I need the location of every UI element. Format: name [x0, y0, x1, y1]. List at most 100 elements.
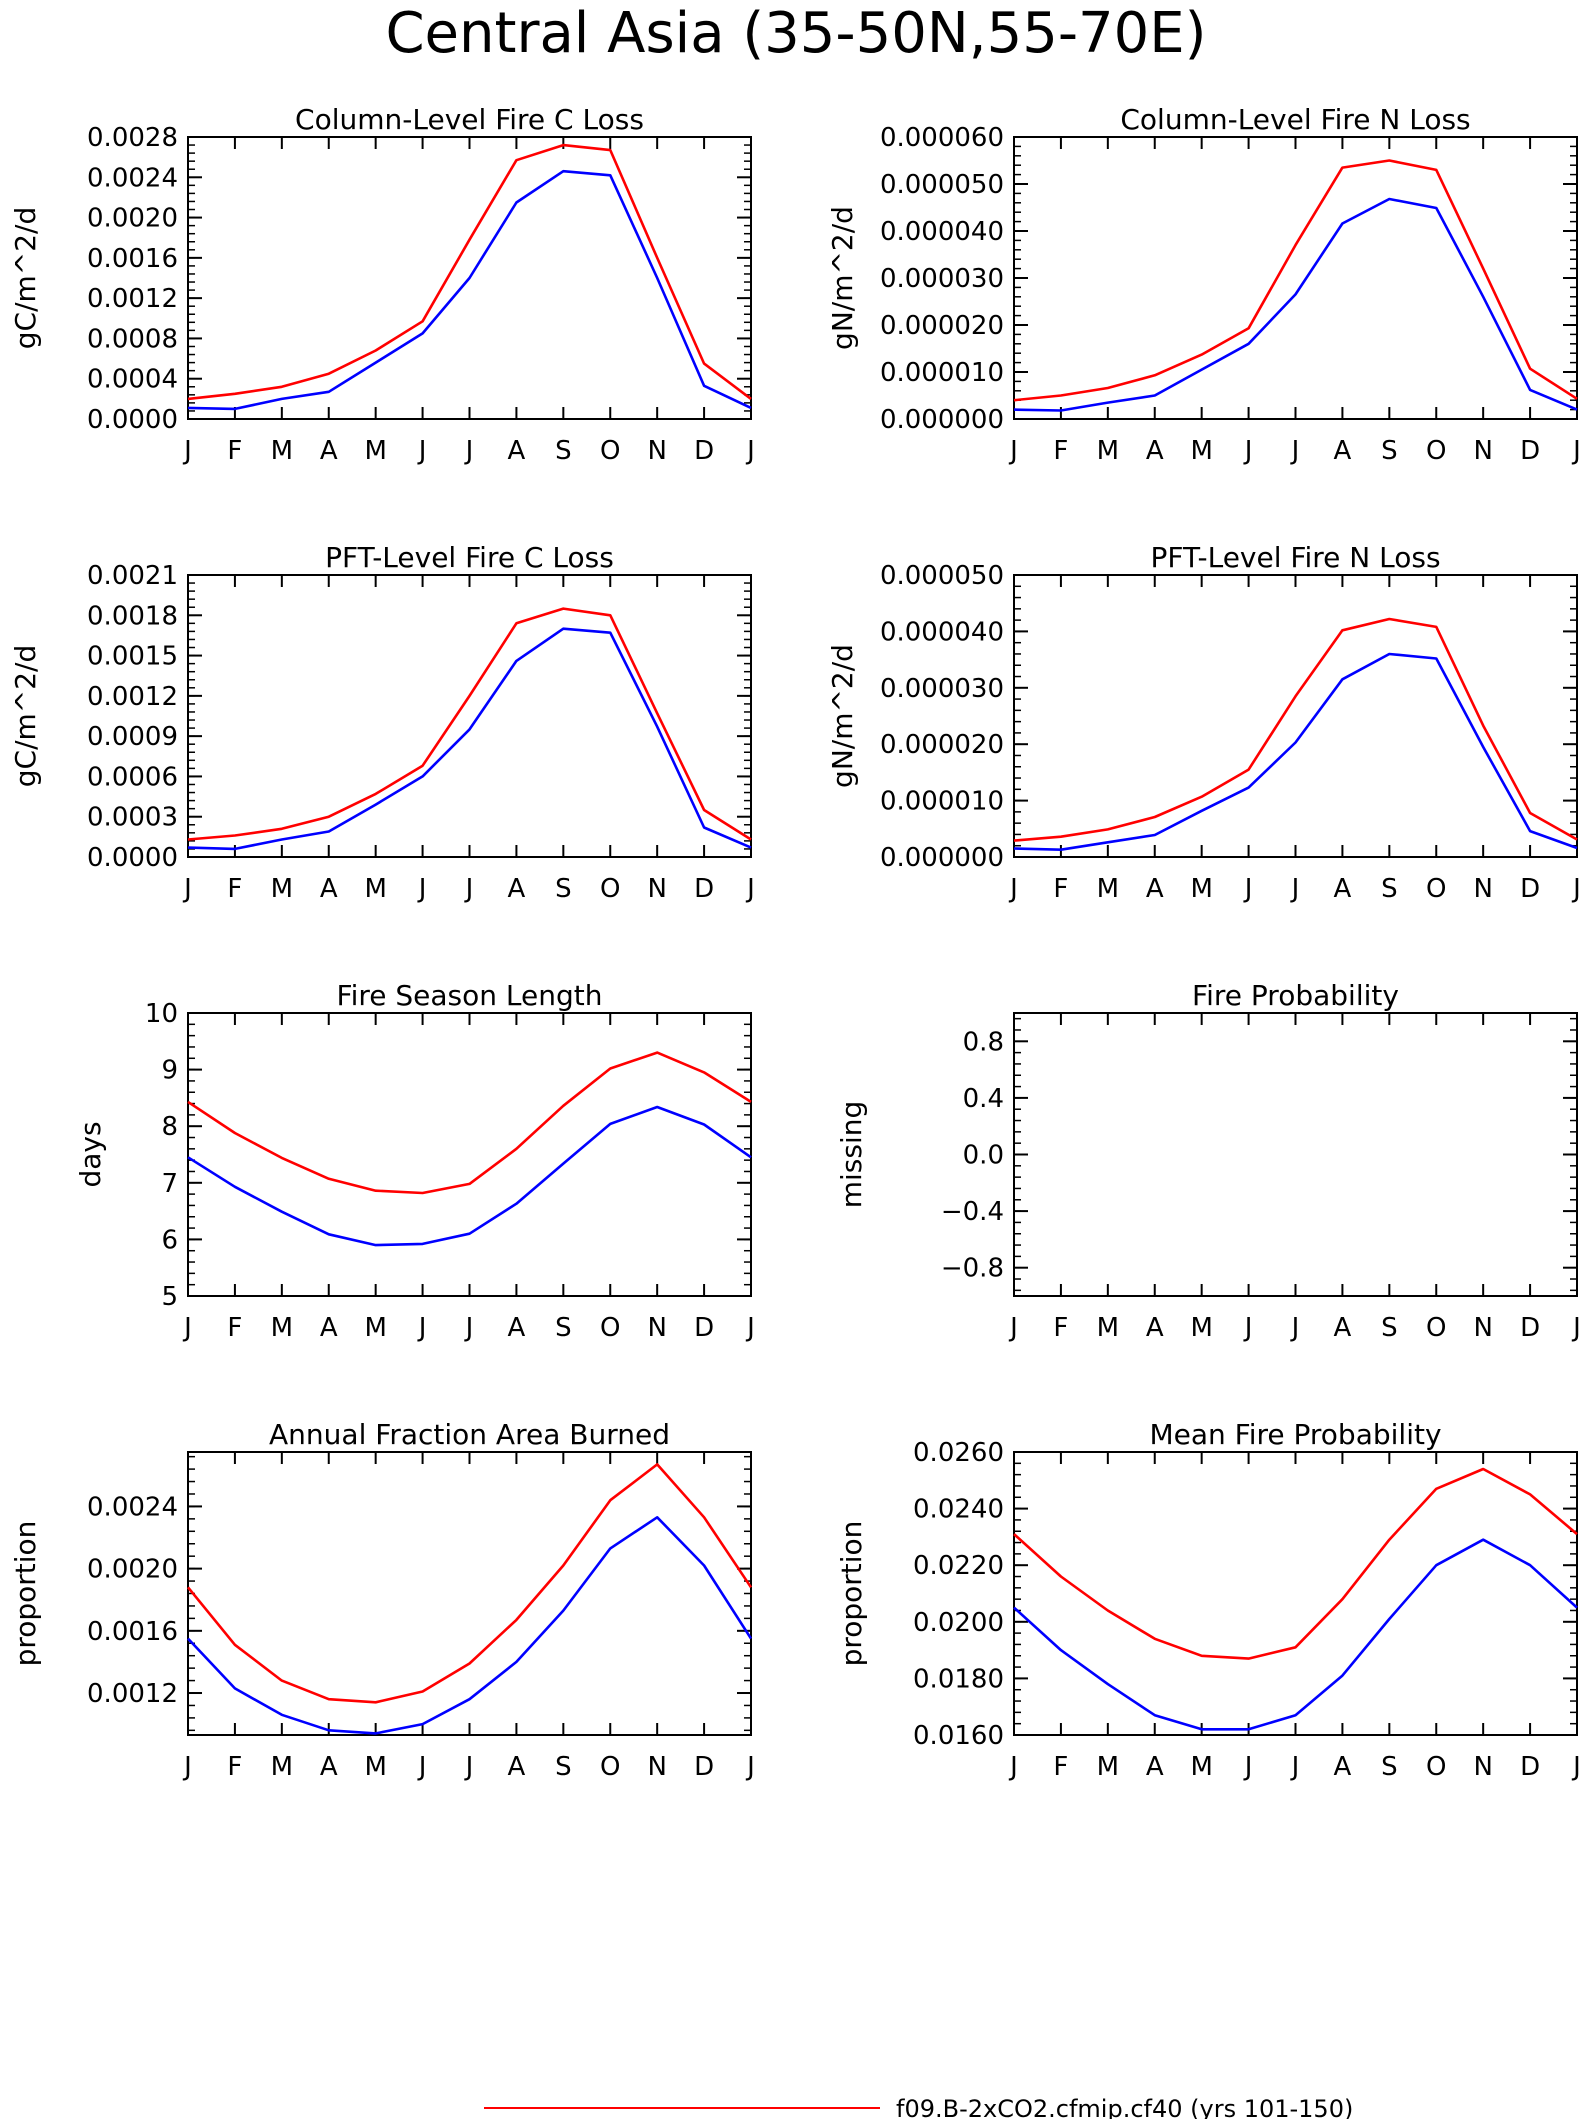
y-tick-label: 0.0000 — [87, 843, 178, 873]
x-tick-label: N — [1473, 1313, 1492, 1343]
panel-title: Fire Season Length — [337, 979, 603, 1012]
x-tick-label: A — [1146, 436, 1164, 466]
x-tick-label: F — [1053, 1752, 1068, 1782]
x-tick-label: S — [555, 874, 572, 904]
x-tick-label: J — [745, 874, 755, 904]
x-tick-label: M — [1190, 1313, 1212, 1343]
y-axis-label: proportion — [9, 1521, 42, 1667]
series-line-red — [187, 143, 752, 401]
x-tick-label: M — [1190, 436, 1212, 466]
x-tick-label: A — [508, 436, 526, 466]
series-line-blue — [1013, 197, 1578, 412]
x-tick-label: S — [1381, 1752, 1398, 1782]
x-tick-label: A — [320, 436, 338, 466]
panel-title: Column-Level Fire N Loss — [1120, 103, 1470, 136]
y-tick-label: 9 — [161, 1056, 178, 1086]
y-tick-label: 0.0020 — [87, 204, 178, 234]
x-tick-label: S — [555, 1752, 572, 1782]
y-tick-label: 8 — [161, 1112, 178, 1142]
panel-title: Annual Fraction Area Burned — [269, 1418, 670, 1451]
x-tick-label: M — [1097, 1313, 1119, 1343]
x-tick-label: D — [694, 874, 714, 904]
x-tick-label: A — [1146, 1313, 1164, 1343]
series-line-red — [186, 1463, 753, 1704]
y-tick-label: 0.0016 — [87, 244, 178, 274]
y-tick-label: 0.0003 — [87, 803, 178, 833]
x-tick-label: N — [647, 436, 666, 466]
x-tick-label: J — [1008, 436, 1018, 466]
x-tick-label: J — [417, 1313, 427, 1343]
y-tick-label: 0.000040 — [880, 617, 1004, 647]
panel-title: Fire Probability — [1192, 979, 1399, 1012]
x-tick-label: M — [271, 436, 293, 466]
y-tick-label: 0.0006 — [87, 762, 178, 792]
y-tick-label: 0.0024 — [87, 1492, 178, 1522]
x-tick-label: D — [1520, 874, 1540, 904]
panel-title: PFT-Level Fire N Loss — [1150, 541, 1440, 574]
x-tick-label: F — [227, 436, 242, 466]
plot-frame — [1013, 574, 1578, 858]
x-tick-label: J — [1571, 1313, 1581, 1343]
x-tick-label: O — [1426, 1752, 1446, 1782]
y-tick-label: 0.000020 — [880, 311, 1004, 341]
y-tick-label: 0.000020 — [880, 730, 1004, 760]
y-axis-label: gN/m^2/d — [826, 644, 859, 788]
x-tick-label: A — [1334, 874, 1352, 904]
y-axis-label: proportion — [835, 1521, 868, 1667]
x-tick-label: A — [1334, 1752, 1352, 1782]
x-tick-label: A — [1334, 1313, 1352, 1343]
x-tick-label: D — [694, 436, 714, 466]
plot-frame — [1013, 136, 1578, 420]
x-tick-label: S — [555, 436, 572, 466]
y-axis-label: days — [74, 1121, 107, 1187]
y-tick-label: 0.0200 — [913, 1608, 1004, 1638]
y-axis-label: gN/m^2/d — [826, 206, 859, 350]
x-tick-label: M — [1190, 1752, 1212, 1782]
x-tick-label: J — [182, 1752, 192, 1782]
series-line-red — [187, 1051, 752, 1195]
x-tick-label: M — [1190, 874, 1212, 904]
x-tick-label: S — [1381, 1313, 1398, 1343]
x-tick-label: J — [745, 1313, 755, 1343]
x-tick-label: F — [1053, 1313, 1068, 1343]
x-tick-label: J — [1290, 874, 1300, 904]
y-tick-label: 0.8 — [963, 1027, 1004, 1057]
y-tick-label: 0.0016 — [87, 1617, 178, 1647]
x-tick-label: J — [464, 436, 474, 466]
y-tick-label: 0.000040 — [880, 217, 1004, 247]
x-tick-label: M — [271, 874, 293, 904]
x-tick-label: J — [1571, 1752, 1581, 1782]
y-tick-label: 0.0015 — [87, 642, 178, 672]
panel-title: Column-Level Fire C Loss — [295, 103, 644, 136]
x-tick-label: A — [1146, 874, 1164, 904]
x-tick-label: N — [1473, 436, 1492, 466]
x-tick-label: S — [555, 1313, 572, 1343]
x-tick-label: J — [417, 436, 427, 466]
x-tick-label: D — [1520, 1313, 1540, 1343]
x-tick-label: M — [1097, 436, 1119, 466]
x-tick-label: O — [600, 1313, 620, 1343]
y-tick-label: 0.0012 — [87, 682, 178, 712]
x-tick-label: F — [227, 1752, 242, 1782]
y-tick-label: 0.4 — [963, 1084, 1004, 1114]
y-tick-label: 0.0 — [963, 1141, 1004, 1171]
series-line-blue — [187, 1516, 753, 1735]
y-tick-label: 5 — [161, 1282, 178, 1312]
y-tick-label: 0.0260 — [913, 1438, 1004, 1468]
x-tick-label: O — [1426, 1313, 1446, 1343]
series-line-blue — [187, 1105, 752, 1247]
panel-title: Mean Fire Probability — [1149, 1418, 1441, 1451]
x-tick-label: D — [1520, 436, 1540, 466]
y-tick-label: 0.000000 — [880, 843, 1004, 873]
x-tick-label: N — [647, 874, 666, 904]
series-line-blue — [1013, 652, 1578, 852]
x-tick-label: J — [1008, 874, 1018, 904]
x-tick-label: M — [1097, 874, 1119, 904]
x-tick-label: F — [227, 1313, 242, 1343]
